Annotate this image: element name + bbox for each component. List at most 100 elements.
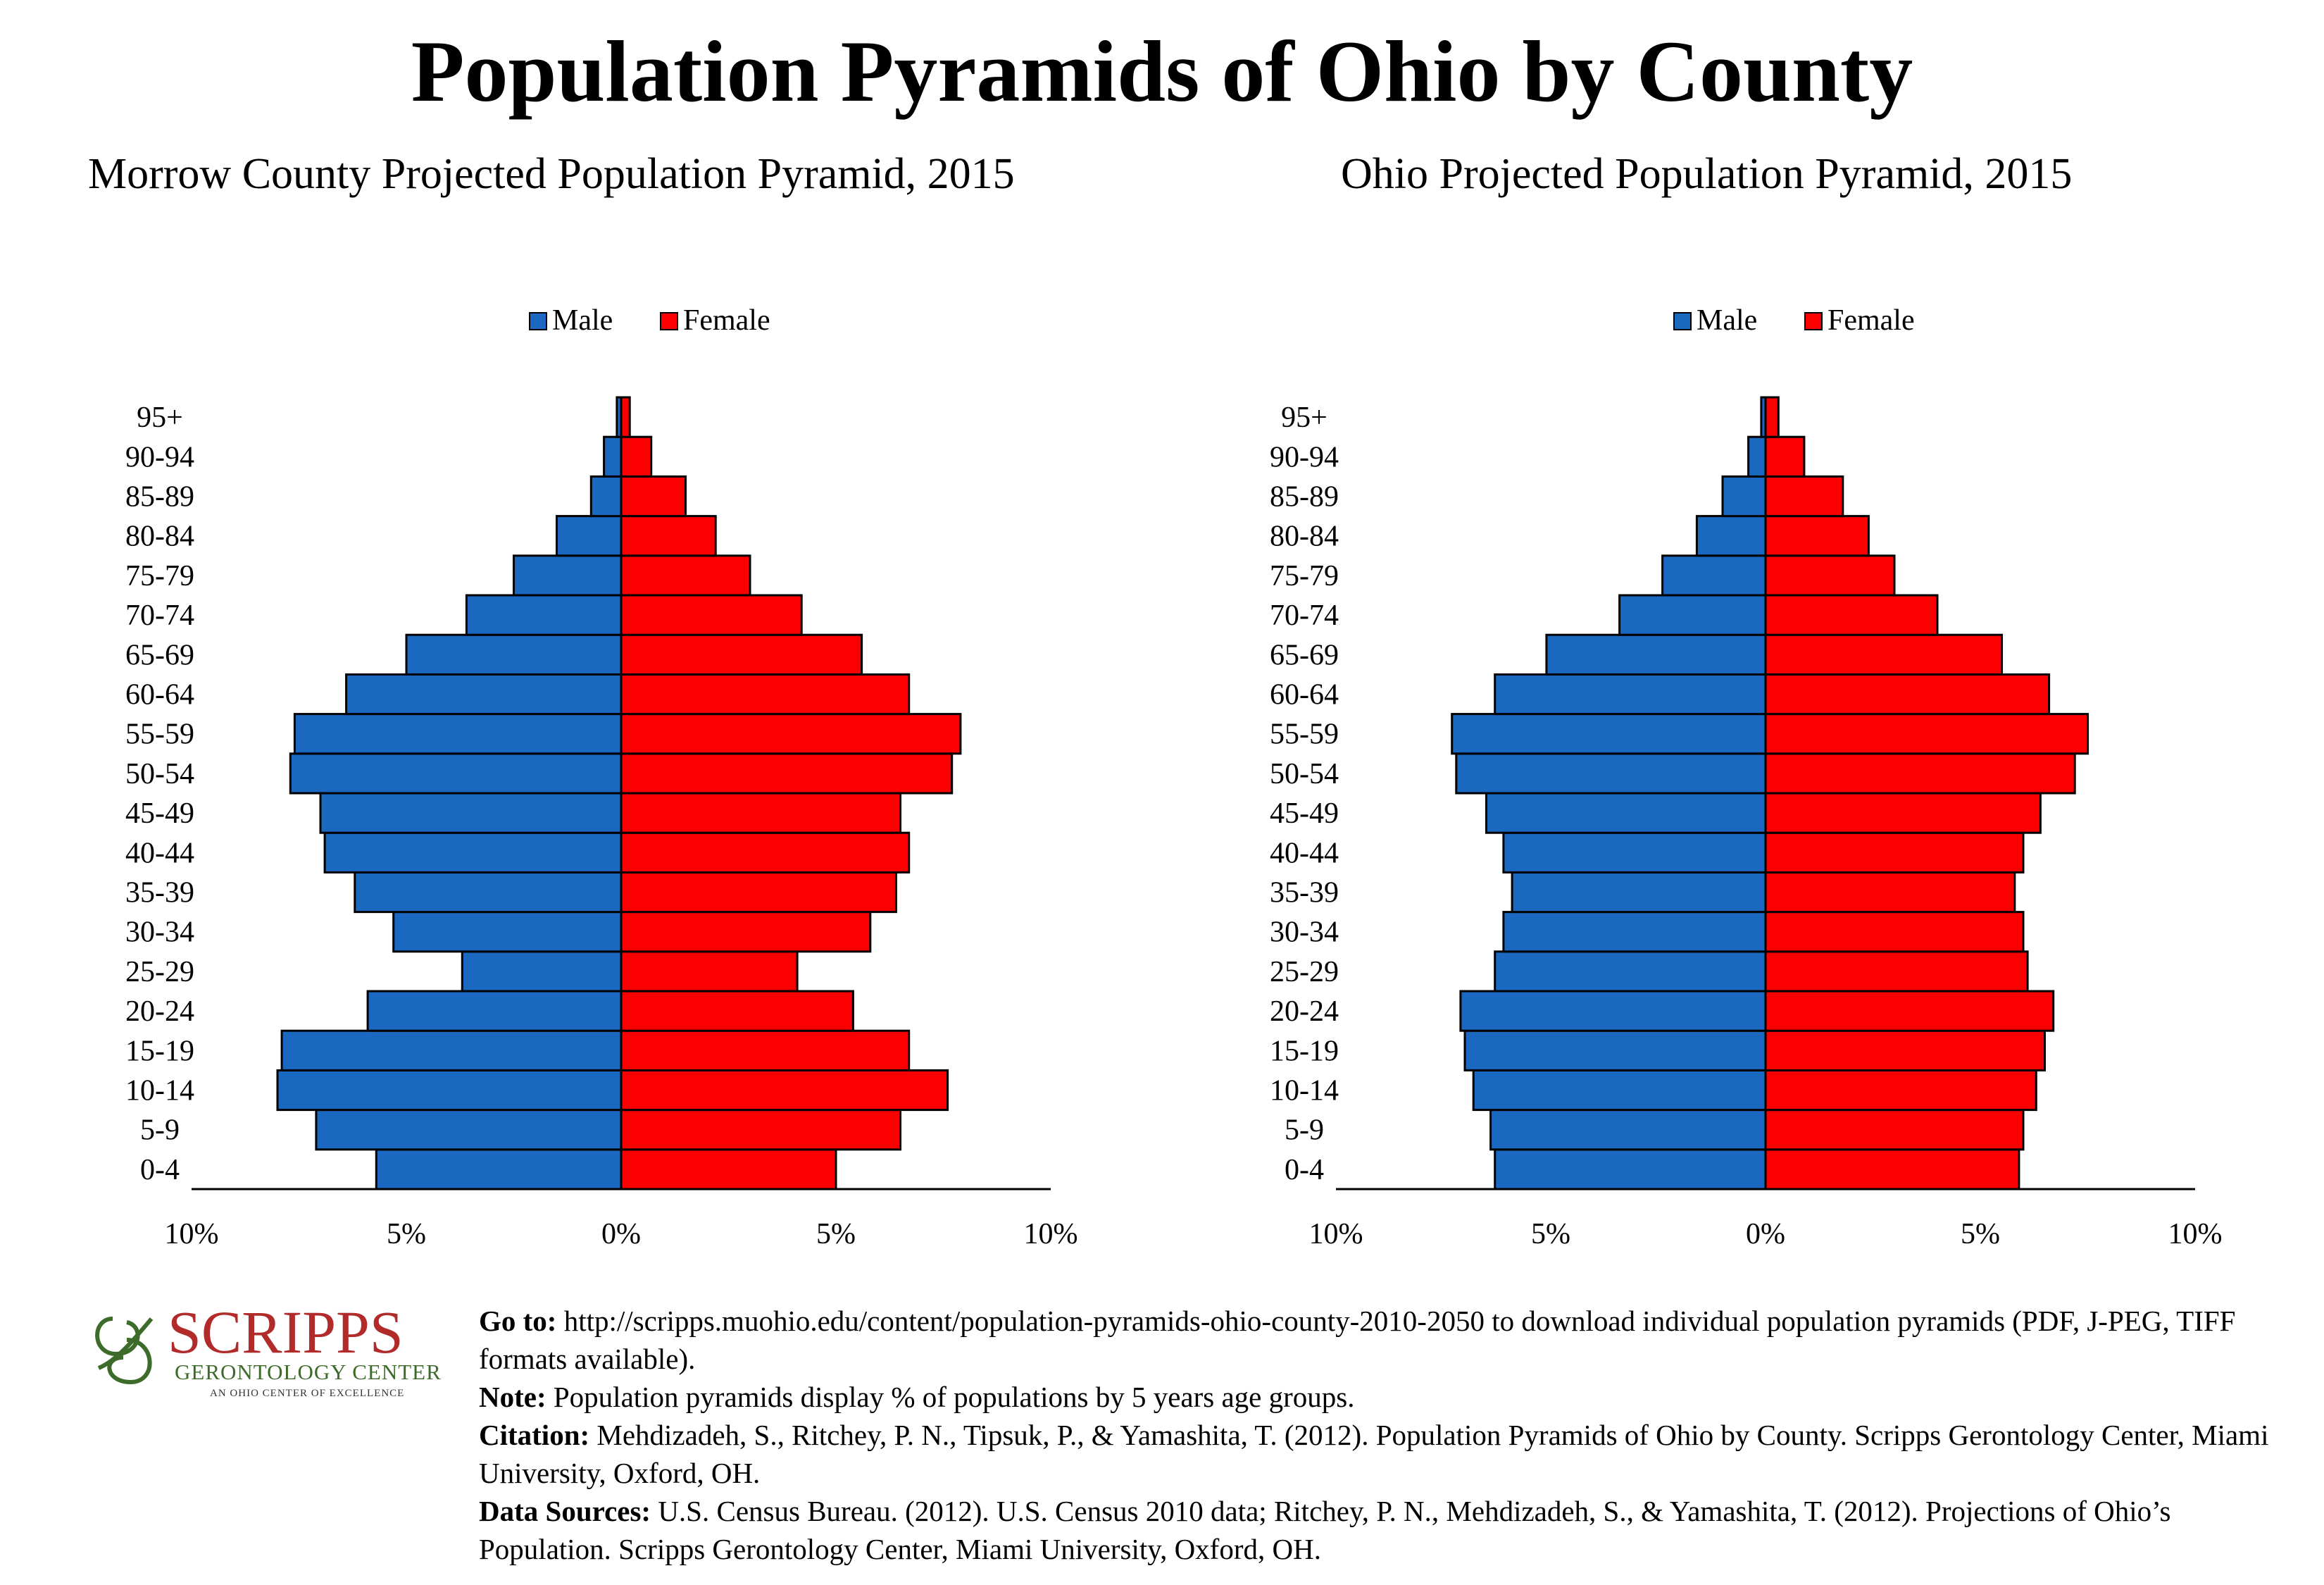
bar-female-70-74 — [620, 594, 803, 636]
age-label-70-74: 70-74 — [1270, 599, 1339, 632]
bar-female-55-59 — [1764, 713, 2089, 755]
bar-female-45-49 — [1764, 792, 2042, 834]
swirl-curve-3 — [97, 1317, 154, 1370]
bar-female-90-94 — [1764, 435, 1806, 478]
age-label-85-89: 85-89 — [125, 481, 194, 514]
bar-male-90-94 — [1747, 435, 1767, 478]
bar-male-10-14 — [1472, 1069, 1767, 1112]
bar-female-0-4 — [1764, 1148, 2020, 1191]
age-label-55-59: 55-59 — [1270, 719, 1339, 751]
bar-female-5-9 — [1764, 1109, 2025, 1151]
age-label-55-59: 55-59 — [125, 719, 194, 751]
age-label-95+: 95+ — [137, 402, 183, 434]
age-label-75-79: 75-79 — [125, 560, 194, 592]
bar-female-95+ — [1764, 396, 1780, 438]
bar-male-70-74 — [465, 594, 623, 636]
legend-label-male: Male — [552, 304, 613, 337]
bar-female-95+ — [620, 396, 631, 438]
bar-female-80-84 — [620, 515, 717, 557]
bar-female-75-79 — [620, 554, 751, 597]
legend-label-female: Female — [1828, 304, 1915, 337]
scripps-logo: SCRIPPS GERONTOLOGY CENTER AN OHIO CENTE… — [95, 1298, 442, 1399]
bar-male-80-84 — [556, 515, 623, 557]
bar-female-60-64 — [1764, 673, 2051, 716]
bar-female-85-89 — [620, 475, 687, 518]
bar-female-35-39 — [1764, 871, 2016, 914]
bar-male-55-59 — [1451, 713, 1767, 755]
swirl-curve-1 — [95, 1317, 140, 1357]
bar-female-40-44 — [1764, 831, 2025, 874]
age-label-75-79: 75-79 — [1270, 560, 1339, 592]
logo-subtitle: GERONTOLOGY CENTER — [175, 1360, 442, 1384]
footnote-goto: Go to: http://scripps.muohio.edu/content… — [479, 1305, 2236, 1375]
x-tick-label: 10% — [1024, 1218, 1078, 1250]
legend-swatch-male — [529, 312, 547, 330]
age-label-25-29: 25-29 — [125, 956, 194, 988]
age-label-50-54: 50-54 — [125, 758, 194, 790]
age-label-10-14: 10-14 — [1270, 1075, 1339, 1107]
legend-label-female: Female — [683, 304, 770, 337]
bar-female-25-29 — [1764, 950, 2029, 993]
x-tick-label: 5% — [1531, 1218, 1570, 1250]
age-label-60-64: 60-64 — [1270, 679, 1339, 711]
age-label-40-44: 40-44 — [125, 837, 194, 869]
logo-tagline: AN OHIO CENTER OF EXCELLENCE — [210, 1388, 404, 1399]
age-label-25-29: 25-29 — [1270, 956, 1339, 988]
bar-male-20-24 — [1459, 990, 1767, 1032]
age-label-15-19: 15-19 — [1270, 1035, 1339, 1067]
age-label-35-39: 35-39 — [125, 877, 194, 909]
bar-male-70-74 — [1618, 594, 1767, 636]
bar-male-60-64 — [1494, 673, 1767, 716]
x-tick-label: 0% — [601, 1218, 641, 1250]
age-label-30-34: 30-34 — [1270, 916, 1339, 949]
age-label-80-84: 80-84 — [1270, 521, 1339, 553]
age-label-0-4: 0-4 — [1285, 1154, 1324, 1186]
bar-female-35-39 — [620, 871, 897, 914]
bar-male-45-49 — [319, 792, 623, 834]
bar-female-90-94 — [620, 435, 653, 478]
logo-name: SCRIPPS — [168, 1298, 404, 1366]
legend-swatch-female — [1804, 312, 1823, 330]
bar-male-80-84 — [1695, 515, 1767, 557]
bar-female-40-44 — [620, 831, 911, 874]
footnotes: Go to: http://scripps.muohio.edu/content… — [479, 1302, 2310, 1568]
x-tick-label: 5% — [387, 1218, 426, 1250]
bar-male-15-19 — [1463, 1029, 1767, 1071]
bar-male-75-79 — [1661, 554, 1767, 597]
bar-female-45-49 — [620, 792, 901, 834]
age-label-15-19: 15-19 — [125, 1035, 194, 1067]
age-label-45-49: 45-49 — [1270, 797, 1339, 830]
bar-female-65-69 — [620, 633, 863, 676]
chart-title-ohio: Ohio Projected Population Pyramid, 2015 — [1341, 150, 2073, 198]
age-label-30-34: 30-34 — [125, 916, 194, 949]
age-label-65-69: 65-69 — [1270, 639, 1339, 671]
bar-female-15-19 — [1764, 1029, 2046, 1071]
age-label-50-54: 50-54 — [1270, 758, 1339, 790]
x-tick-label: 5% — [1961, 1218, 2000, 1250]
age-label-20-24: 20-24 — [1270, 995, 1339, 1028]
bar-female-20-24 — [620, 990, 854, 1032]
age-label-20-24: 20-24 — [125, 995, 194, 1028]
footnote-sources: Data Sources: U.S. Census Bureau. (2012)… — [479, 1495, 2171, 1565]
x-tick-label: 10% — [2168, 1218, 2223, 1250]
bar-female-85-89 — [1764, 475, 1844, 518]
bar-male-30-34 — [392, 911, 623, 953]
age-label-70-74: 70-74 — [125, 599, 194, 632]
bar-male-20-24 — [366, 990, 623, 1032]
bar-female-10-14 — [620, 1069, 949, 1112]
bar-female-10-14 — [1764, 1069, 2037, 1112]
bar-male-65-69 — [1545, 633, 1767, 676]
bar-male-0-4 — [1494, 1148, 1767, 1191]
legend-swatch-male — [1673, 312, 1692, 330]
x-tick-label: 10% — [1309, 1218, 1363, 1250]
bar-female-55-59 — [620, 713, 962, 755]
page-title: Population Pyramids of Ohio by County — [411, 23, 1913, 120]
age-label-40-44: 40-44 — [1270, 837, 1339, 869]
bar-female-70-74 — [1764, 594, 1939, 636]
bar-male-5-9 — [1489, 1109, 1767, 1151]
bar-female-60-64 — [620, 673, 911, 716]
bar-female-30-34 — [620, 911, 872, 953]
bar-female-75-79 — [1764, 554, 1896, 597]
age-label-60-64: 60-64 — [125, 679, 194, 711]
x-tick-label: 5% — [816, 1218, 856, 1250]
